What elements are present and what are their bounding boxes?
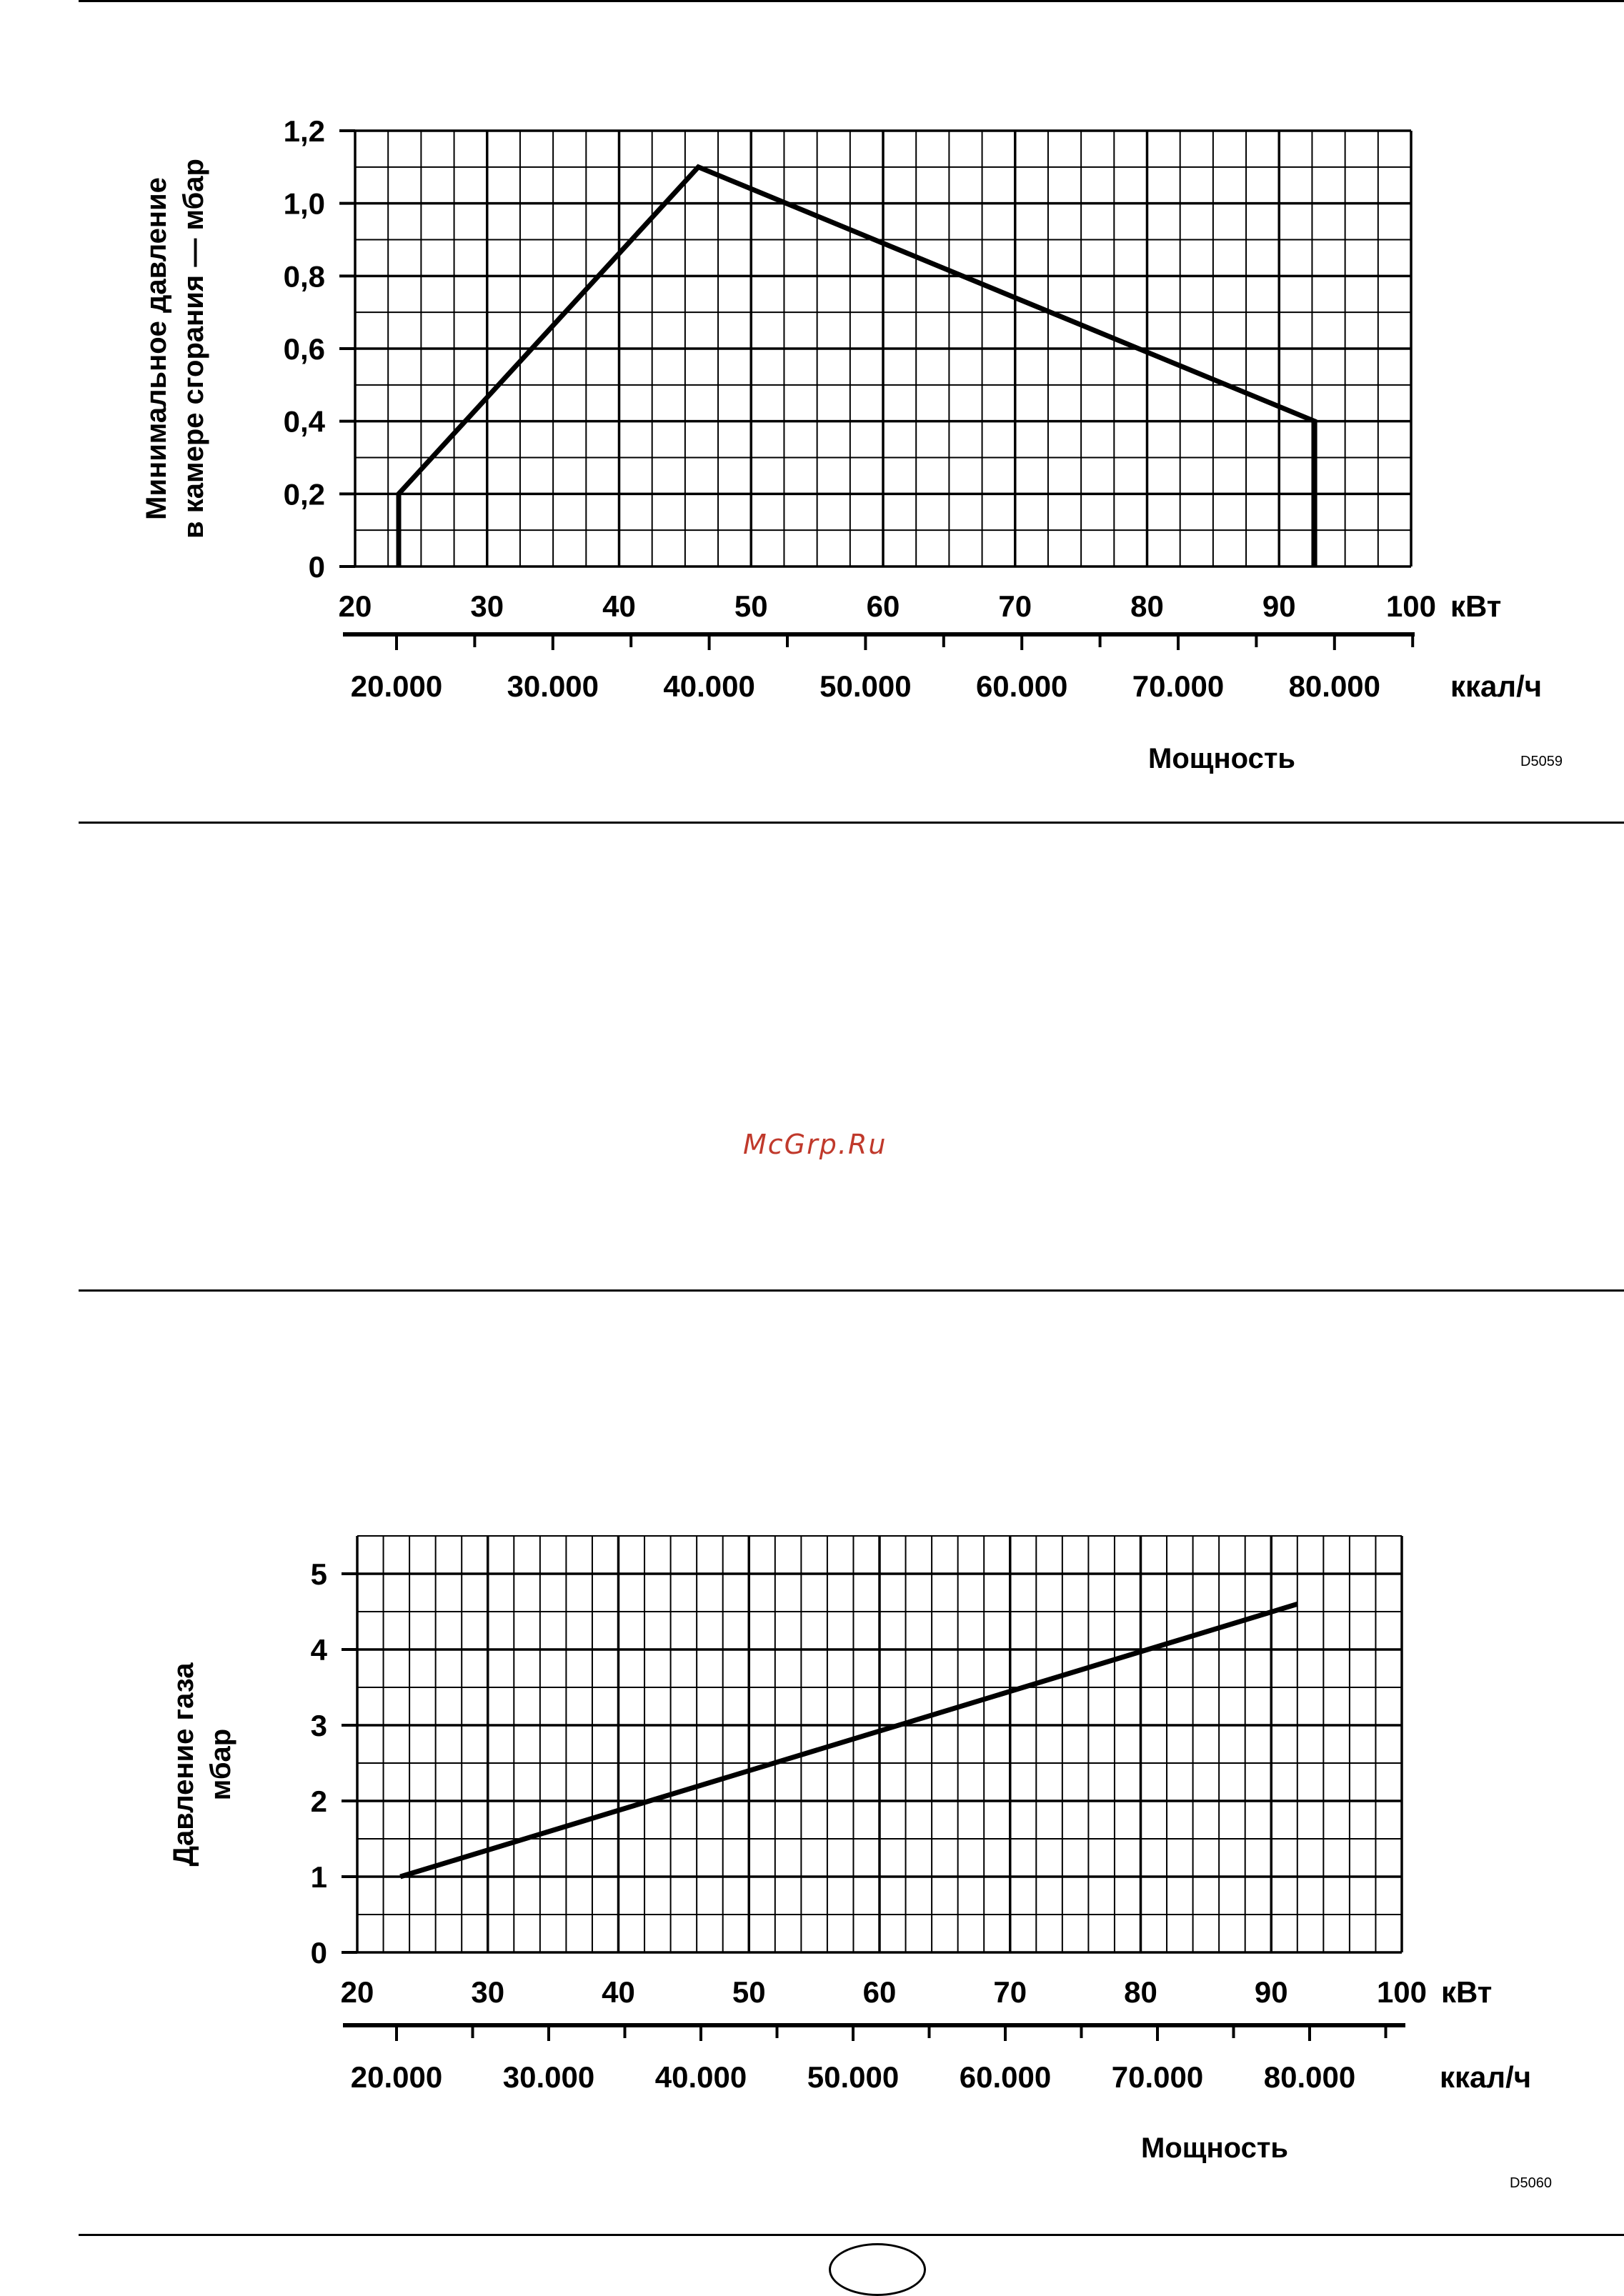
- figure-code: D5059: [1520, 754, 1563, 769]
- y-tick-label: 0,4: [284, 405, 326, 439]
- kcal-tick-label: 70.000: [1112, 2060, 1203, 2094]
- x-tick-label: 20: [341, 1975, 374, 2009]
- divider-rule-1: [79, 822, 1624, 824]
- series-line-gas-pressure: [399, 1602, 1298, 1880]
- x-tick-label: 60: [867, 589, 900, 623]
- kcal-tick-label: 80.000: [1264, 2060, 1355, 2094]
- x-tick-label: 30: [471, 1975, 504, 2009]
- y-tick-label: 5: [311, 1557, 327, 1591]
- bottom-rule: [79, 2234, 1624, 2236]
- y-tick-label: 1: [311, 1860, 327, 1894]
- kcal-tick-label: 30.000: [503, 2060, 594, 2094]
- kcal-tick-label: 60.000: [976, 669, 1067, 703]
- x-tick-label: 20: [339, 589, 372, 623]
- kcal-tick-label: 30.000: [507, 669, 599, 703]
- y-tick-label: 0,8: [284, 259, 325, 293]
- page-number-oval: [829, 2243, 926, 2296]
- kcal-tick-label: 60.000: [960, 2060, 1051, 2094]
- y-tick-label: 0,2: [284, 477, 325, 511]
- kcal-tick-label: 20.000: [351, 669, 442, 703]
- x-tick-label: 80: [1124, 1975, 1157, 2009]
- y-axis-title-line: в камере сгорания — мбар: [178, 159, 209, 539]
- x-axis-title: Мощность: [1141, 2132, 1288, 2164]
- x-tick-label: 40: [602, 589, 636, 623]
- y-tick-label: 3: [311, 1709, 327, 1742]
- y-tick-label: 0: [309, 550, 325, 584]
- watermark-text: McGrp.Ru: [743, 1129, 887, 1160]
- figure-code: D5060: [1510, 2175, 1552, 2191]
- top-rule: [79, 0, 1624, 2]
- x-tick-label: 30: [470, 589, 504, 623]
- kcal-tick-label: 40.000: [655, 2060, 747, 2094]
- x-unit-kw: кВт: [1441, 1975, 1492, 2009]
- x-tick-label: 90: [1262, 589, 1296, 623]
- kcal-tick-label: 70.000: [1132, 669, 1224, 703]
- x-tick-label: 100: [1386, 589, 1436, 623]
- series-line-min-pressure: [396, 164, 1317, 566]
- kcal-tick-label: 40.000: [663, 669, 754, 703]
- kcal-tick-label: 20.000: [351, 2060, 442, 2094]
- x-tick-label: 70: [998, 589, 1032, 623]
- divider-rule-2: [79, 1289, 1624, 1292]
- kcal-tick-label: 50.000: [807, 2060, 899, 2094]
- x-unit-kw: кВт: [1450, 589, 1501, 623]
- x-tick-label: 80: [1130, 589, 1164, 623]
- x-tick-label: 50: [732, 1975, 766, 2009]
- y-tick-label: 0,6: [284, 332, 325, 366]
- y-axis-title-line: Давление газа: [168, 1662, 199, 1867]
- kcal-tick-label: 80.000: [1289, 669, 1380, 703]
- x-tick-label: 70: [993, 1975, 1027, 2009]
- y-tick-label: 2: [311, 1785, 327, 1818]
- y-tick-label: 1,0: [284, 187, 325, 221]
- y-tick-label: 0: [311, 1936, 327, 1970]
- kcal-tick-label: 50.000: [820, 669, 911, 703]
- y-axis-title-line: Минимальное давление: [141, 177, 172, 520]
- y-tick-label: 1,2: [284, 114, 325, 148]
- x-tick-label: 100: [1377, 1975, 1427, 2009]
- y-axis-title-line: мбар: [205, 1729, 236, 1800]
- x-tick-label: 90: [1255, 1975, 1288, 2009]
- y-tick-label: 4: [311, 1633, 328, 1667]
- x-tick-label: 50: [734, 589, 768, 623]
- x-unit-kcal: ккал/ч: [1440, 2060, 1531, 2094]
- x-tick-label: 40: [602, 1975, 635, 2009]
- x-tick-label: 60: [863, 1975, 897, 2009]
- x-unit-kcal: ккал/ч: [1450, 669, 1542, 703]
- x-axis-title: Мощность: [1148, 743, 1295, 774]
